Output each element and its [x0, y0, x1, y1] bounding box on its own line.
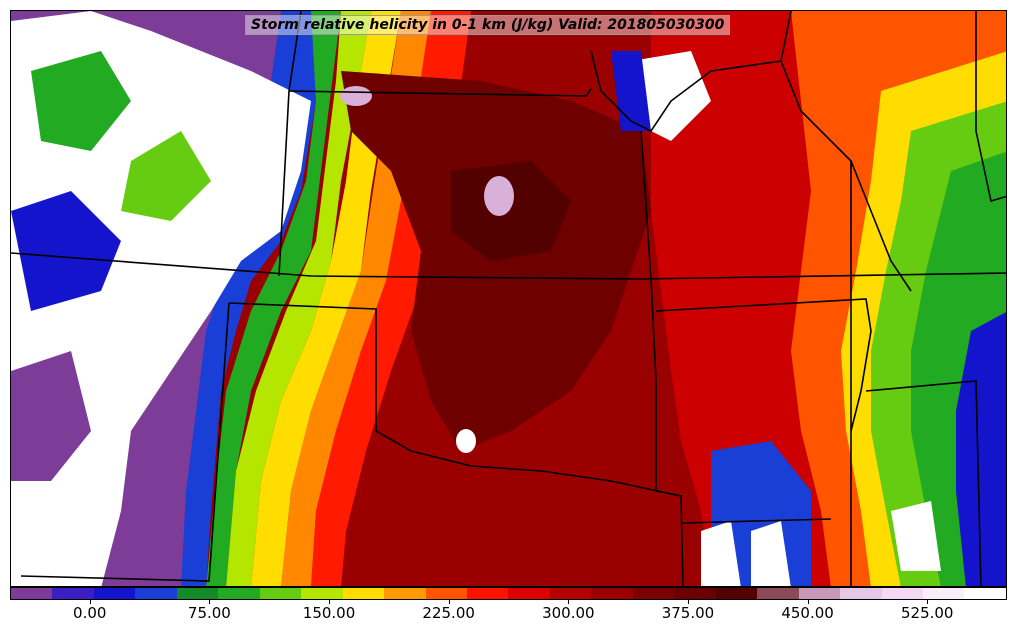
- map-title: Storm relative helicity in 0-1 km (J/kg)…: [245, 15, 731, 35]
- colorbar-tick-label: 375.00: [661, 604, 715, 622]
- border-in-oh: [975, 11, 1006, 203]
- border-mo-ar: [640, 130, 684, 586]
- colorbar-tick: [448, 600, 450, 604]
- border-ms-al: [865, 380, 982, 586]
- colorbar-swatch: [549, 588, 592, 599]
- colorbar-swatch: [466, 588, 509, 599]
- field-west-blue-patch: [11, 191, 121, 311]
- border-nm: [20, 302, 230, 582]
- field-band-green: [206, 11, 341, 586]
- map-canvas: [11, 11, 1006, 586]
- colorbar-tick: [568, 600, 570, 604]
- colorbar-swatch: [342, 588, 385, 599]
- colorbar-swatch: [881, 588, 923, 599]
- colorbar-swatch: [591, 588, 633, 599]
- state-borders: [11, 11, 1006, 586]
- colorbar-tick: [807, 600, 809, 604]
- colorbar-swatch: [135, 588, 177, 599]
- colorbar-swatch: [798, 588, 841, 599]
- colorbar-swatch: [508, 588, 550, 599]
- colorbar-swatch: [11, 588, 53, 599]
- colorbar-swatch: [757, 588, 799, 599]
- field-max-white-ok: [456, 429, 476, 453]
- colorbar-tick-label: 525.00: [900, 604, 954, 622]
- field-sw-purple: [11, 351, 91, 481]
- colorbar-tick-label: 225.00: [422, 604, 475, 622]
- field-se-white-1: [701, 521, 741, 586]
- field-ne-white: [631, 51, 711, 141]
- field-west-green-patch: [31, 51, 131, 151]
- colorbar-swatch: [259, 588, 302, 599]
- colorbar-swatch: [840, 588, 882, 599]
- field-core-maroon: [341, 71, 651, 451]
- colorbar-swatch: [218, 588, 260, 599]
- field-max-pink-1: [484, 176, 514, 216]
- colorbar: [10, 587, 1007, 600]
- colorbar-swatch: [674, 588, 716, 599]
- field-se-white-3: [891, 501, 941, 571]
- field-core-dark: [451, 161, 571, 261]
- colorbar-tick-label: 0.00: [73, 604, 107, 622]
- colorbar-tick-label: 450.00: [781, 604, 834, 622]
- colorbar-swatch: [52, 588, 94, 599]
- colorbar-swatch: [425, 588, 467, 599]
- border-co-ks-north: [278, 90, 290, 277]
- colorbar-swatch: [301, 588, 343, 599]
- field-band-yellow: [251, 11, 401, 586]
- border-ok-tx: [228, 302, 682, 497]
- colorbar-swatch: [632, 588, 675, 599]
- colorbar-tick: [927, 600, 929, 604]
- helicity-map: [10, 10, 1007, 587]
- colorbar-swatch: [384, 588, 426, 599]
- field-max-pink-2: [340, 86, 372, 106]
- border-ia-il: [590, 11, 792, 133]
- colorbar-tick: [89, 600, 91, 604]
- colorbar-swatch: [176, 588, 219, 599]
- colorbar-tick: [329, 600, 331, 604]
- colorbar-tick: [209, 600, 211, 604]
- colorbar-tick-label: 75.00: [187, 604, 231, 622]
- border-ne-sd: [288, 88, 592, 97]
- colorbar-tick: [687, 600, 689, 604]
- colorbar-tick-label: 150.00: [302, 604, 356, 622]
- border-wy-top: [288, 11, 302, 92]
- border-ks-ne: [11, 252, 1006, 280]
- colorbar-swatch: [964, 588, 1006, 599]
- border-ar-la: [682, 518, 832, 524]
- colorbar-swatch: [93, 588, 136, 599]
- field-band-lime: [226, 11, 371, 586]
- field-se-blue: [711, 441, 811, 586]
- colorbar-tick-label: 300.00: [542, 604, 595, 622]
- colorbar-swatch: [922, 588, 965, 599]
- border-il-ky: [780, 60, 912, 292]
- border-ar-north: [655, 298, 872, 432]
- field-east-blue: [956, 312, 1006, 586]
- field-west-lime-patch: [121, 131, 211, 221]
- field-se-white-2: [751, 521, 791, 586]
- field-west-white: [11, 11, 311, 586]
- colorbar-swatch: [715, 588, 758, 599]
